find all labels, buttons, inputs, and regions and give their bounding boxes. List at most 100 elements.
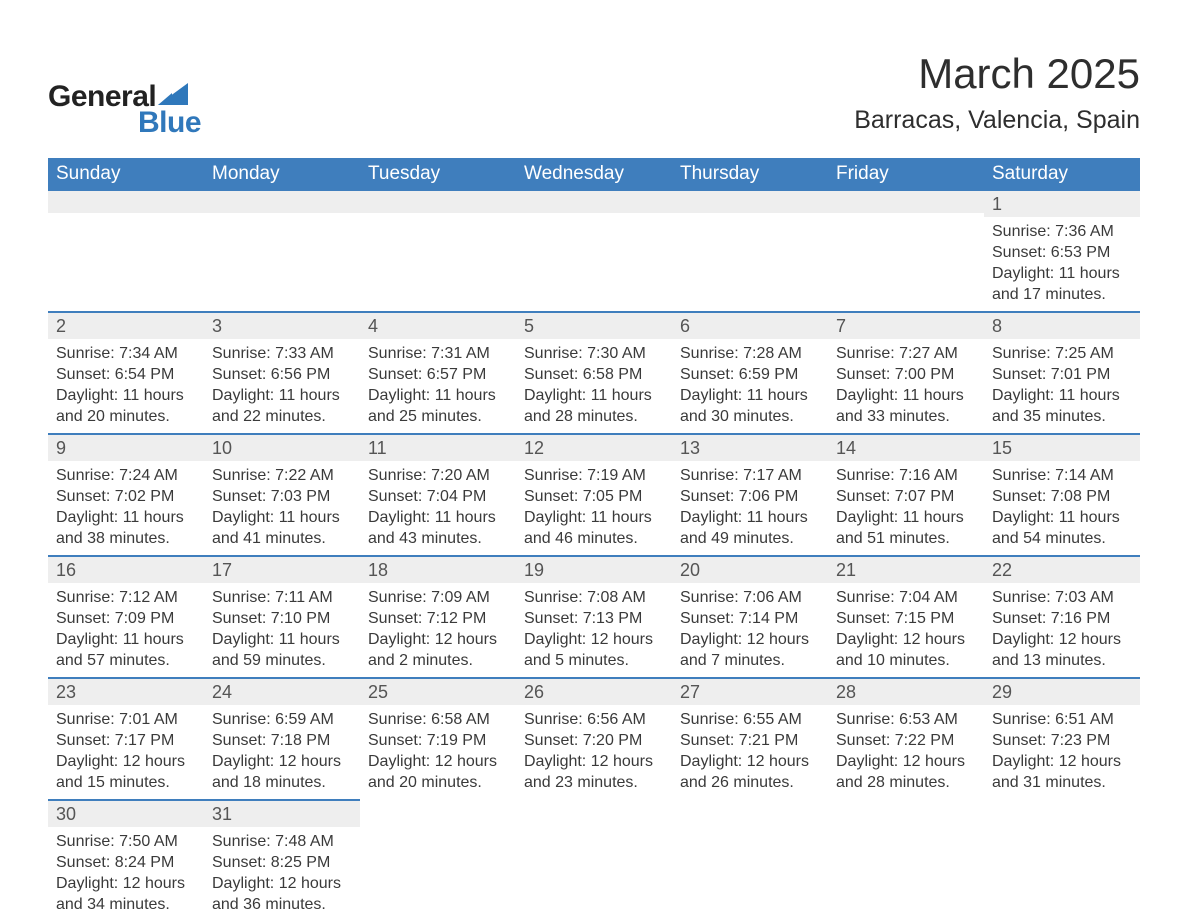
- sunrise-line: Sunrise: 7:50 AM: [56, 831, 196, 852]
- daylight-line: Daylight: 11 hours and 49 minutes.: [680, 507, 820, 549]
- day-body: Sunrise: 7:34 AMSunset: 6:54 PMDaylight:…: [48, 339, 204, 433]
- day-number: 21: [828, 557, 984, 583]
- day-number: 12: [516, 435, 672, 461]
- calendar-cell: [48, 191, 204, 312]
- calendar-cell: 15Sunrise: 7:14 AMSunset: 7:08 PMDayligh…: [984, 434, 1140, 556]
- day-body: Sunrise: 7:03 AMSunset: 7:16 PMDaylight:…: [984, 583, 1140, 677]
- calendar-cell: [828, 191, 984, 312]
- calendar-cell: 5Sunrise: 7:30 AMSunset: 6:58 PMDaylight…: [516, 312, 672, 434]
- daylight-line: Daylight: 11 hours and 59 minutes.: [212, 629, 352, 671]
- sunset-line: Sunset: 7:12 PM: [368, 608, 508, 629]
- day-number: 4: [360, 313, 516, 339]
- sunrise-line: Sunrise: 7:34 AM: [56, 343, 196, 364]
- daylight-line: Daylight: 12 hours and 34 minutes.: [56, 873, 196, 915]
- calendar-cell: 24Sunrise: 6:59 AMSunset: 7:18 PMDayligh…: [204, 678, 360, 800]
- day-body: Sunrise: 6:59 AMSunset: 7:18 PMDaylight:…: [204, 705, 360, 799]
- daylight-line: Daylight: 11 hours and 22 minutes.: [212, 385, 352, 427]
- sunrise-line: Sunrise: 7:03 AM: [992, 587, 1132, 608]
- calendar-cell: 8Sunrise: 7:25 AMSunset: 7:01 PMDaylight…: [984, 312, 1140, 434]
- day-body: Sunrise: 6:58 AMSunset: 7:19 PMDaylight:…: [360, 705, 516, 799]
- calendar-cell: [516, 191, 672, 312]
- calendar-cell: [204, 191, 360, 312]
- daylight-line: Daylight: 11 hours and 57 minutes.: [56, 629, 196, 671]
- daylight-line: Daylight: 12 hours and 26 minutes.: [680, 751, 820, 793]
- sunset-line: Sunset: 6:58 PM: [524, 364, 664, 385]
- calendar-cell: 29Sunrise: 6:51 AMSunset: 7:23 PMDayligh…: [984, 678, 1140, 800]
- day-body: Sunrise: 7:19 AMSunset: 7:05 PMDaylight:…: [516, 461, 672, 555]
- sunrise-line: Sunrise: 7:48 AM: [212, 831, 352, 852]
- day-number: 6: [672, 313, 828, 339]
- daylight-line: Daylight: 12 hours and 15 minutes.: [56, 751, 196, 793]
- sunset-line: Sunset: 7:18 PM: [212, 730, 352, 751]
- daylight-line: Daylight: 12 hours and 5 minutes.: [524, 629, 664, 671]
- calendar-table: SundayMondayTuesdayWednesdayThursdayFrid…: [48, 158, 1140, 921]
- day-number: 23: [48, 679, 204, 705]
- calendar-cell: 19Sunrise: 7:08 AMSunset: 7:13 PMDayligh…: [516, 556, 672, 678]
- daylight-line: Daylight: 12 hours and 20 minutes.: [368, 751, 508, 793]
- day-number: 14: [828, 435, 984, 461]
- sunrise-line: Sunrise: 7:06 AM: [680, 587, 820, 608]
- sunset-line: Sunset: 7:08 PM: [992, 486, 1132, 507]
- sunrise-line: Sunrise: 7:24 AM: [56, 465, 196, 486]
- day-body: Sunrise: 7:28 AMSunset: 6:59 PMDaylight:…: [672, 339, 828, 433]
- sunset-line: Sunset: 7:00 PM: [836, 364, 976, 385]
- calendar-cell: 17Sunrise: 7:11 AMSunset: 7:10 PMDayligh…: [204, 556, 360, 678]
- day-body: Sunrise: 7:24 AMSunset: 7:02 PMDaylight:…: [48, 461, 204, 555]
- daylight-line: Daylight: 11 hours and 41 minutes.: [212, 507, 352, 549]
- daylight-line: Daylight: 11 hours and 28 minutes.: [524, 385, 664, 427]
- weekday-header: Thursday: [672, 158, 828, 191]
- sunset-line: Sunset: 7:01 PM: [992, 364, 1132, 385]
- sunset-line: Sunset: 7:10 PM: [212, 608, 352, 629]
- daylight-line: Daylight: 11 hours and 20 minutes.: [56, 385, 196, 427]
- day-body: Sunrise: 7:33 AMSunset: 6:56 PMDaylight:…: [204, 339, 360, 433]
- day-number: 31: [204, 801, 360, 827]
- calendar-cell: 23Sunrise: 7:01 AMSunset: 7:17 PMDayligh…: [48, 678, 204, 800]
- day-body: Sunrise: 7:14 AMSunset: 7:08 PMDaylight:…: [984, 461, 1140, 555]
- day-body: Sunrise: 7:36 AMSunset: 6:53 PMDaylight:…: [984, 217, 1140, 311]
- sunrise-line: Sunrise: 7:17 AM: [680, 465, 820, 486]
- daylight-line: Daylight: 11 hours and 33 minutes.: [836, 385, 976, 427]
- day-number: 26: [516, 679, 672, 705]
- day-body: Sunrise: 7:50 AMSunset: 8:24 PMDaylight:…: [48, 827, 204, 921]
- daylight-line: Daylight: 12 hours and 13 minutes.: [992, 629, 1132, 671]
- day-body: Sunrise: 6:51 AMSunset: 7:23 PMDaylight:…: [984, 705, 1140, 799]
- calendar-cell: 18Sunrise: 7:09 AMSunset: 7:12 PMDayligh…: [360, 556, 516, 678]
- day-number: 8: [984, 313, 1140, 339]
- sunset-line: Sunset: 7:06 PM: [680, 486, 820, 507]
- day-number-empty: [204, 191, 360, 213]
- sunset-line: Sunset: 6:59 PM: [680, 364, 820, 385]
- sunrise-line: Sunrise: 7:16 AM: [836, 465, 976, 486]
- sunrise-line: Sunrise: 7:08 AM: [524, 587, 664, 608]
- daylight-line: Daylight: 11 hours and 30 minutes.: [680, 385, 820, 427]
- title-block: March 2025 Barracas, Valencia, Spain: [854, 50, 1140, 135]
- calendar-row: 9Sunrise: 7:24 AMSunset: 7:02 PMDaylight…: [48, 434, 1140, 556]
- day-body: Sunrise: 6:53 AMSunset: 7:22 PMDaylight:…: [828, 705, 984, 799]
- day-body: Sunrise: 7:17 AMSunset: 7:06 PMDaylight:…: [672, 461, 828, 555]
- calendar-cell: 20Sunrise: 7:06 AMSunset: 7:14 PMDayligh…: [672, 556, 828, 678]
- sunset-line: Sunset: 7:14 PM: [680, 608, 820, 629]
- sunrise-line: Sunrise: 6:58 AM: [368, 709, 508, 730]
- daylight-line: Daylight: 11 hours and 25 minutes.: [368, 385, 508, 427]
- calendar-cell: 31Sunrise: 7:48 AMSunset: 8:25 PMDayligh…: [204, 800, 360, 921]
- sunrise-line: Sunrise: 6:56 AM: [524, 709, 664, 730]
- calendar-cell: 1Sunrise: 7:36 AMSunset: 6:53 PMDaylight…: [984, 191, 1140, 312]
- daylight-line: Daylight: 12 hours and 28 minutes.: [836, 751, 976, 793]
- calendar-cell: 14Sunrise: 7:16 AMSunset: 7:07 PMDayligh…: [828, 434, 984, 556]
- day-number-empty: [360, 191, 516, 213]
- sunset-line: Sunset: 6:54 PM: [56, 364, 196, 385]
- day-body-empty: [204, 213, 360, 223]
- weekday-header: Monday: [204, 158, 360, 191]
- sunset-line: Sunset: 7:15 PM: [836, 608, 976, 629]
- sunrise-line: Sunrise: 7:20 AM: [368, 465, 508, 486]
- day-body-empty: [48, 213, 204, 223]
- day-body: Sunrise: 7:20 AMSunset: 7:04 PMDaylight:…: [360, 461, 516, 555]
- sunset-line: Sunset: 7:13 PM: [524, 608, 664, 629]
- weekday-header: Tuesday: [360, 158, 516, 191]
- sunset-line: Sunset: 8:25 PM: [212, 852, 352, 873]
- day-number: 30: [48, 801, 204, 827]
- day-number: 29: [984, 679, 1140, 705]
- daylight-line: Daylight: 12 hours and 2 minutes.: [368, 629, 508, 671]
- sunset-line: Sunset: 6:56 PM: [212, 364, 352, 385]
- day-number: 17: [204, 557, 360, 583]
- day-number: 1: [984, 191, 1140, 217]
